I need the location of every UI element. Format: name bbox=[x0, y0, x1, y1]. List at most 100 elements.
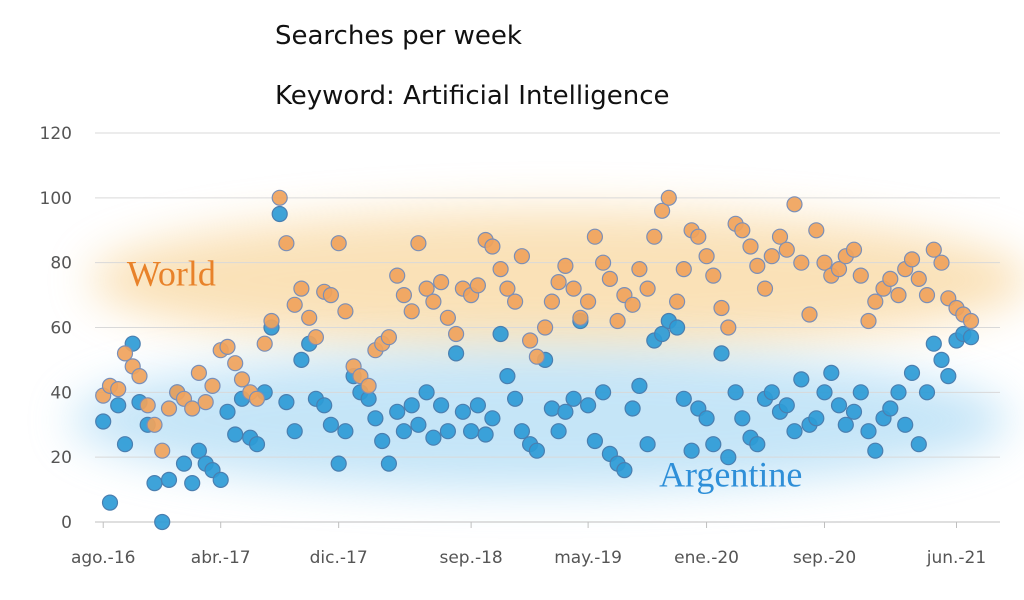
world-point bbox=[572, 309, 589, 326]
argentine-point bbox=[594, 384, 612, 401]
world-point bbox=[756, 280, 774, 297]
y-axis: 0 20 40 60 80 100 120 bbox=[40, 124, 72, 533]
argentine-point bbox=[910, 436, 927, 453]
world-point bbox=[410, 235, 427, 252]
world-point bbox=[403, 303, 420, 320]
x-tick-label: ene.-20 bbox=[674, 548, 739, 568]
x-tick-label: sep.-20 bbox=[793, 548, 856, 568]
world-point bbox=[439, 309, 456, 326]
world-point bbox=[653, 202, 671, 219]
argentine-point bbox=[410, 416, 427, 433]
argentine-point bbox=[469, 397, 486, 414]
world-point bbox=[263, 312, 280, 330]
argentine-point bbox=[506, 390, 524, 407]
world-point bbox=[139, 397, 156, 414]
world-point bbox=[286, 296, 303, 313]
argentine-point bbox=[286, 423, 303, 440]
world-point bbox=[646, 228, 663, 245]
argentine-point bbox=[484, 410, 501, 427]
world-point bbox=[867, 293, 884, 310]
argentine-point bbox=[823, 364, 840, 381]
world-point bbox=[543, 293, 561, 310]
series-label-argentine: Argentine bbox=[659, 454, 802, 494]
argentine-point bbox=[683, 442, 700, 459]
argentine-point bbox=[448, 345, 465, 362]
argentine-point bbox=[418, 384, 435, 401]
world-point bbox=[690, 228, 707, 245]
argentine-point bbox=[734, 410, 751, 427]
world-point bbox=[360, 377, 377, 394]
argentine-point bbox=[101, 494, 119, 511]
world-point bbox=[330, 235, 347, 252]
argentine-point bbox=[454, 403, 471, 420]
argentine-point bbox=[852, 384, 869, 401]
argentine-point bbox=[550, 423, 567, 440]
argentine-point bbox=[248, 436, 266, 453]
argentine-point bbox=[425, 429, 442, 446]
world-point bbox=[816, 254, 833, 271]
world-point bbox=[742, 238, 759, 255]
world-point bbox=[830, 261, 848, 278]
data-points bbox=[95, 189, 980, 531]
world-point bbox=[154, 442, 171, 459]
argentine-point bbox=[720, 449, 737, 466]
argentine-point bbox=[918, 384, 936, 401]
argentine-point bbox=[933, 351, 950, 368]
chart-title: Searches per week bbox=[275, 21, 522, 51]
world-point bbox=[713, 299, 730, 317]
argentine-point bbox=[668, 319, 686, 336]
argentine-point bbox=[212, 471, 229, 488]
argentine-point bbox=[367, 410, 384, 427]
world-point bbox=[227, 355, 244, 372]
argentine-point bbox=[95, 413, 112, 430]
world-point bbox=[492, 261, 509, 278]
world-point bbox=[322, 287, 339, 304]
world-point bbox=[307, 329, 324, 346]
y-tick-label: 80 bbox=[50, 254, 72, 274]
argentine-point bbox=[940, 368, 957, 385]
argentine-point bbox=[925, 335, 942, 352]
argentine-point bbox=[322, 416, 339, 433]
world-point bbox=[594, 254, 612, 271]
world-point bbox=[536, 319, 554, 336]
world-point bbox=[808, 222, 825, 239]
argentine-point bbox=[867, 442, 884, 459]
argentine-point bbox=[330, 455, 347, 472]
series-labels: World Argentine bbox=[127, 253, 803, 494]
world-point bbox=[425, 293, 442, 310]
world-point bbox=[248, 390, 266, 407]
world-point bbox=[197, 394, 214, 411]
world-point bbox=[233, 371, 251, 388]
world-point bbox=[433, 274, 450, 291]
argentine-point bbox=[713, 345, 730, 362]
y-tick-label: 40 bbox=[50, 383, 72, 403]
world-point bbox=[734, 222, 751, 239]
world-point bbox=[528, 348, 546, 365]
world-point bbox=[204, 377, 221, 394]
world-point bbox=[910, 270, 927, 287]
argentine-point bbox=[565, 390, 582, 407]
argentine-point bbox=[579, 397, 597, 414]
world-point bbox=[293, 280, 310, 297]
argentine-point bbox=[374, 432, 391, 450]
argentine-point bbox=[271, 205, 288, 223]
argentine-point bbox=[897, 416, 914, 433]
world-point bbox=[933, 254, 950, 271]
world-point bbox=[190, 364, 207, 381]
chart-subtitle: Keyword: Artificial Intelligence bbox=[275, 81, 670, 111]
world-point bbox=[484, 238, 501, 255]
world-point bbox=[698, 248, 715, 265]
argentine-point bbox=[227, 426, 244, 443]
world-point bbox=[278, 235, 295, 252]
argentine-point bbox=[380, 455, 397, 472]
world-point bbox=[513, 248, 531, 265]
argentine-point bbox=[154, 513, 171, 531]
world-point bbox=[631, 261, 648, 278]
world-point bbox=[557, 257, 574, 274]
argentine-point bbox=[528, 442, 546, 459]
world-point bbox=[882, 270, 899, 287]
world-point bbox=[110, 381, 127, 398]
world-point bbox=[395, 287, 412, 304]
argentine-point bbox=[860, 423, 877, 440]
world-point bbox=[131, 368, 148, 385]
